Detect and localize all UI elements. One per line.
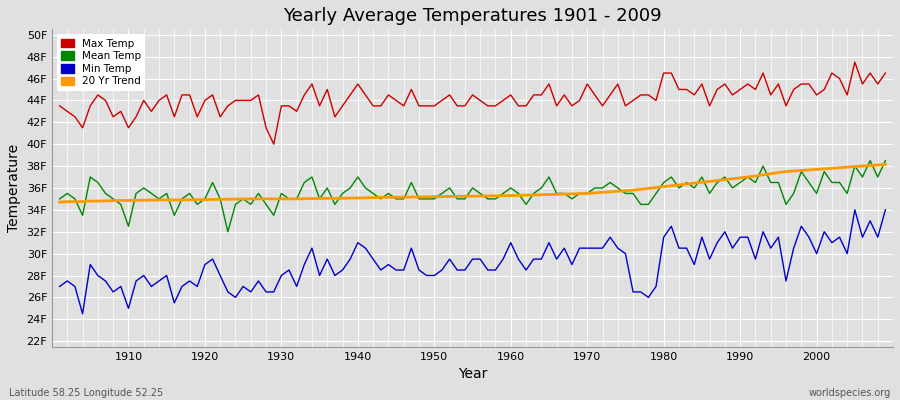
Mean Temp [292, 196, 302, 201]
Max Temp [268, 142, 279, 146]
20 Yr Trend [506, 193, 517, 198]
Mean Temp [880, 158, 891, 163]
Mean Temp [338, 191, 348, 196]
Max Temp [880, 71, 891, 76]
20 Yr Trend [329, 196, 340, 201]
Max Temp [54, 104, 65, 108]
Min Temp [77, 312, 88, 316]
Min Temp [506, 240, 517, 245]
Line: Mean Temp: Mean Temp [59, 160, 886, 232]
Min Temp [292, 284, 302, 289]
Max Temp [292, 109, 302, 114]
Title: Yearly Average Temperatures 1901 - 2009: Yearly Average Temperatures 1901 - 2009 [284, 7, 662, 25]
Mean Temp [506, 186, 517, 190]
Max Temp [338, 104, 348, 108]
Min Temp [513, 257, 524, 262]
Max Temp [513, 104, 524, 108]
20 Yr Trend [284, 196, 294, 201]
Min Temp [123, 306, 134, 311]
Max Temp [850, 60, 860, 64]
Mean Temp [115, 202, 126, 207]
Legend: Max Temp, Mean Temp, Min Temp, 20 Yr Trend: Max Temp, Mean Temp, Min Temp, 20 Yr Tre… [58, 34, 146, 91]
Mean Temp [513, 191, 524, 196]
20 Yr Trend [498, 193, 508, 198]
Min Temp [880, 208, 891, 212]
20 Yr Trend [115, 198, 126, 203]
20 Yr Trend [880, 162, 891, 167]
Max Temp [115, 109, 126, 114]
Y-axis label: Temperature: Temperature [7, 144, 21, 232]
Line: Min Temp: Min Temp [59, 210, 886, 314]
Line: 20 Yr Trend: 20 Yr Trend [59, 164, 886, 202]
X-axis label: Year: Year [458, 367, 487, 381]
Min Temp [54, 284, 65, 289]
20 Yr Trend [597, 190, 608, 195]
Mean Temp [54, 196, 65, 201]
Mean Temp [865, 158, 876, 163]
Max Temp [506, 92, 517, 97]
Line: Max Temp: Max Temp [59, 62, 886, 144]
20 Yr Trend [54, 200, 65, 204]
Max Temp [605, 92, 616, 97]
Min Temp [850, 208, 860, 212]
Text: worldspecies.org: worldspecies.org [809, 388, 891, 398]
Mean Temp [222, 229, 233, 234]
Min Temp [605, 235, 616, 240]
Text: Latitude 58.25 Longitude 52.25: Latitude 58.25 Longitude 52.25 [9, 388, 163, 398]
Min Temp [338, 268, 348, 272]
Mean Temp [605, 180, 616, 185]
